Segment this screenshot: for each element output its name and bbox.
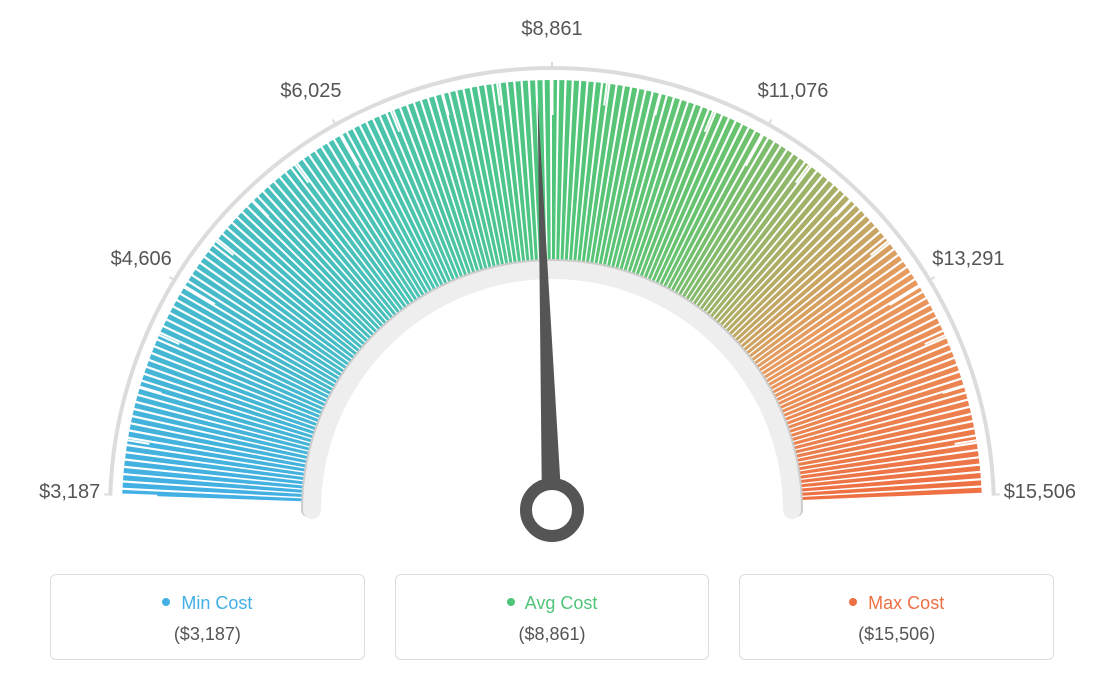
- tick-label-2: $6,025: [271, 80, 351, 103]
- legend-avg-title: Avg Cost: [406, 593, 699, 614]
- legend-min: Min Cost ($3,187): [50, 574, 365, 660]
- legend-max-label: Max Cost: [868, 593, 944, 613]
- legend-min-value: ($3,187): [61, 624, 354, 645]
- tick-label-3: $8,861: [512, 18, 592, 41]
- tick-label-5: $13,291: [932, 248, 1012, 271]
- legend-max: Max Cost ($15,506): [739, 574, 1054, 660]
- legend-min-label: Min Cost: [181, 593, 252, 613]
- legend-max-dot: [849, 598, 857, 606]
- legend-avg-label: Avg Cost: [525, 593, 598, 613]
- legend-avg-value: ($8,861): [406, 624, 699, 645]
- legend-avg-dot: [507, 598, 515, 606]
- legend-min-dot: [162, 598, 170, 606]
- gauge-svg: [0, 0, 1104, 560]
- cost-gauge-container: $3,187 $4,606 $6,025 $8,861 $11,076 $13,291 $1…: [0, 0, 1104, 690]
- tick-label-1: $4,606: [92, 248, 172, 271]
- legend-min-title: Min Cost: [61, 593, 354, 614]
- gauge-chart: $3,187 $4,606 $6,025 $8,861 $11,076 $13,291 $1…: [0, 0, 1104, 560]
- legend-row: Min Cost ($3,187) Avg Cost ($8,861) Max …: [50, 574, 1054, 660]
- tick-label-0: $3,187: [20, 481, 100, 504]
- tick-label-4: $11,076: [753, 80, 833, 103]
- legend-max-value: ($15,506): [750, 624, 1043, 645]
- legend-avg: Avg Cost ($8,861): [395, 574, 710, 660]
- tick-label-6: $15,506: [1004, 481, 1084, 504]
- legend-max-title: Max Cost: [750, 593, 1043, 614]
